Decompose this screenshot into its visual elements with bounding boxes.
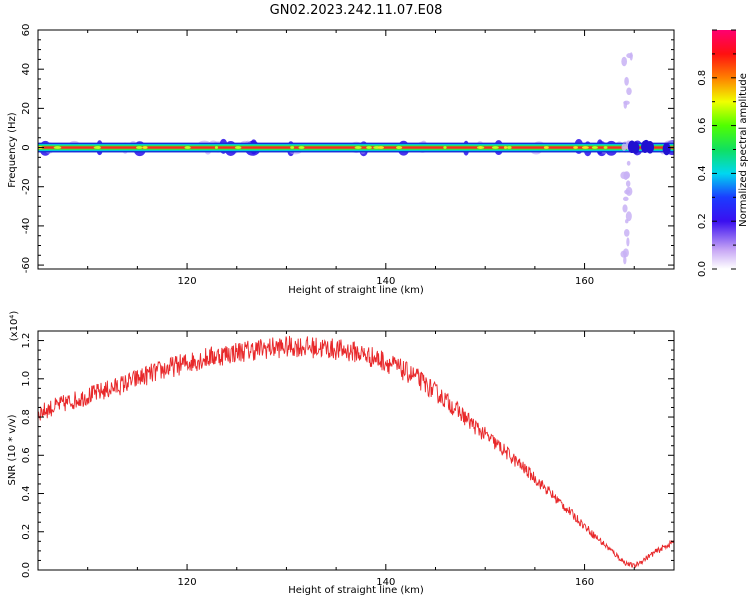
ridge-spot xyxy=(396,146,401,149)
spectrogram-axes: 120 140 160 60 40 20 0 -20 -40 -60 xyxy=(21,24,674,287)
y-tick-label: 0.6 xyxy=(21,447,32,463)
spectrogram-content xyxy=(38,52,674,265)
y-tick-label: 1.2 xyxy=(21,333,32,349)
snr-multiplier: (x10⁴) xyxy=(9,311,20,342)
snr-axes: 120 140 160 0.0 0.2 0.4 0.6 0.8 1.0 1.2 xyxy=(21,331,674,588)
colorbar-gradient xyxy=(712,30,736,269)
scatter-speck xyxy=(626,53,633,59)
ridge-spot xyxy=(573,146,578,149)
ridge-spot xyxy=(503,146,508,149)
snr-series-line xyxy=(38,335,674,569)
colorbar-tick-label: 0.0 xyxy=(697,261,708,277)
ridge-spot xyxy=(290,146,295,149)
scatter-speck xyxy=(625,186,633,197)
scatter-speck xyxy=(622,196,629,202)
scatter-speck xyxy=(624,229,630,237)
colorbar-tick-label: 0.2 xyxy=(697,213,708,229)
spectrogram-ylabel: Frequency (Hz) xyxy=(7,112,18,188)
scatter-speck xyxy=(626,237,630,247)
scatter-speck xyxy=(623,101,628,109)
scatter-speck xyxy=(626,87,632,96)
ridge-spot xyxy=(507,146,512,149)
scatter-speck xyxy=(621,56,628,67)
ridge-spot xyxy=(581,146,589,149)
ridge-spot xyxy=(135,146,143,149)
y-tick-label: 0.8 xyxy=(21,409,32,425)
scatter-ridge-blob xyxy=(662,142,671,156)
colorbar-tick-label: 0.6 xyxy=(697,118,708,134)
ridge-spot xyxy=(478,146,483,149)
y-tick-label: 0 xyxy=(21,144,32,150)
y-tick-label: -60 xyxy=(21,257,32,273)
ridge-spot xyxy=(603,146,608,149)
snr-panel: 120 140 160 0.0 0.2 0.4 0.6 0.8 1.0 1.2 Height of… xyxy=(7,311,675,596)
colorbar-tick-label: 0.8 xyxy=(697,70,708,86)
ridge-spot xyxy=(96,146,101,149)
y-tick-label: 0.4 xyxy=(21,486,32,502)
ridge-spot xyxy=(214,146,219,149)
figure-title: GN02.2023.242.11.07.E08 xyxy=(270,3,443,18)
x-tick-label: 160 xyxy=(575,577,594,588)
scatter-speck xyxy=(623,255,627,265)
ridge-spot xyxy=(377,146,385,149)
y-tick-label: 60 xyxy=(21,24,32,37)
scatter-ridge-blob xyxy=(646,141,655,154)
scatter-speck xyxy=(622,204,628,213)
y-tick-label: -40 xyxy=(21,218,32,234)
scatter-speck xyxy=(624,76,629,86)
x-tick-label: 160 xyxy=(575,276,594,287)
snr-ylabel: SNR (10 * v/v) xyxy=(7,414,18,485)
spectrogram-frame xyxy=(37,29,675,270)
ridge-spot xyxy=(142,146,148,149)
scatter-speck xyxy=(621,143,627,151)
y-tick-label: 1.0 xyxy=(21,371,32,387)
ridge-spot xyxy=(491,146,499,149)
scatter-speck xyxy=(625,180,631,187)
ridge-spot xyxy=(543,146,549,149)
colorbar-label: Normalized spectral amplitude xyxy=(738,73,749,227)
snr-frame xyxy=(37,330,675,571)
ridge-spot xyxy=(234,146,242,149)
spectrogram-panel: 120 140 160 60 40 20 0 -20 -40 -60 Height of stra… xyxy=(7,24,675,296)
x-tick-label: 140 xyxy=(376,276,395,287)
ridge-spot xyxy=(591,146,598,149)
x-tick-label: 120 xyxy=(178,276,197,287)
snr-content xyxy=(38,335,674,569)
colorbar-tick-label: 0.4 xyxy=(697,165,708,181)
ridge-spot xyxy=(354,146,362,149)
snr-xlabel: Height of straight line (km) xyxy=(288,585,424,596)
scatter-ridge-blob xyxy=(631,141,640,154)
x-tick-label: 140 xyxy=(376,577,395,588)
ridge-spot xyxy=(443,146,447,149)
scatter-speck xyxy=(622,248,629,258)
y-tick-label: 0.0 xyxy=(21,562,32,578)
spectrogram-xlabel: Height of straight line (km) xyxy=(288,285,424,296)
y-tick-label: 40 xyxy=(21,63,32,76)
colorbar: 0.0 0.2 0.4 0.6 0.8 Normalized spectral ampl… xyxy=(697,29,749,277)
y-tick-label: -20 xyxy=(21,179,32,195)
scatter-speck xyxy=(626,160,631,166)
y-tick-label: 0.2 xyxy=(21,524,32,540)
y-tick-label: 20 xyxy=(21,102,32,115)
scatter-speck xyxy=(625,211,632,222)
ridge-spot xyxy=(184,146,191,149)
scatter-speck xyxy=(620,171,628,180)
colorbar-ticks: 0.0 0.2 0.4 0.6 0.8 xyxy=(697,29,736,277)
x-tick-label: 120 xyxy=(178,577,197,588)
ridge-spot xyxy=(366,146,372,149)
ridge-spot xyxy=(298,146,305,149)
ridge-spot xyxy=(53,146,62,149)
